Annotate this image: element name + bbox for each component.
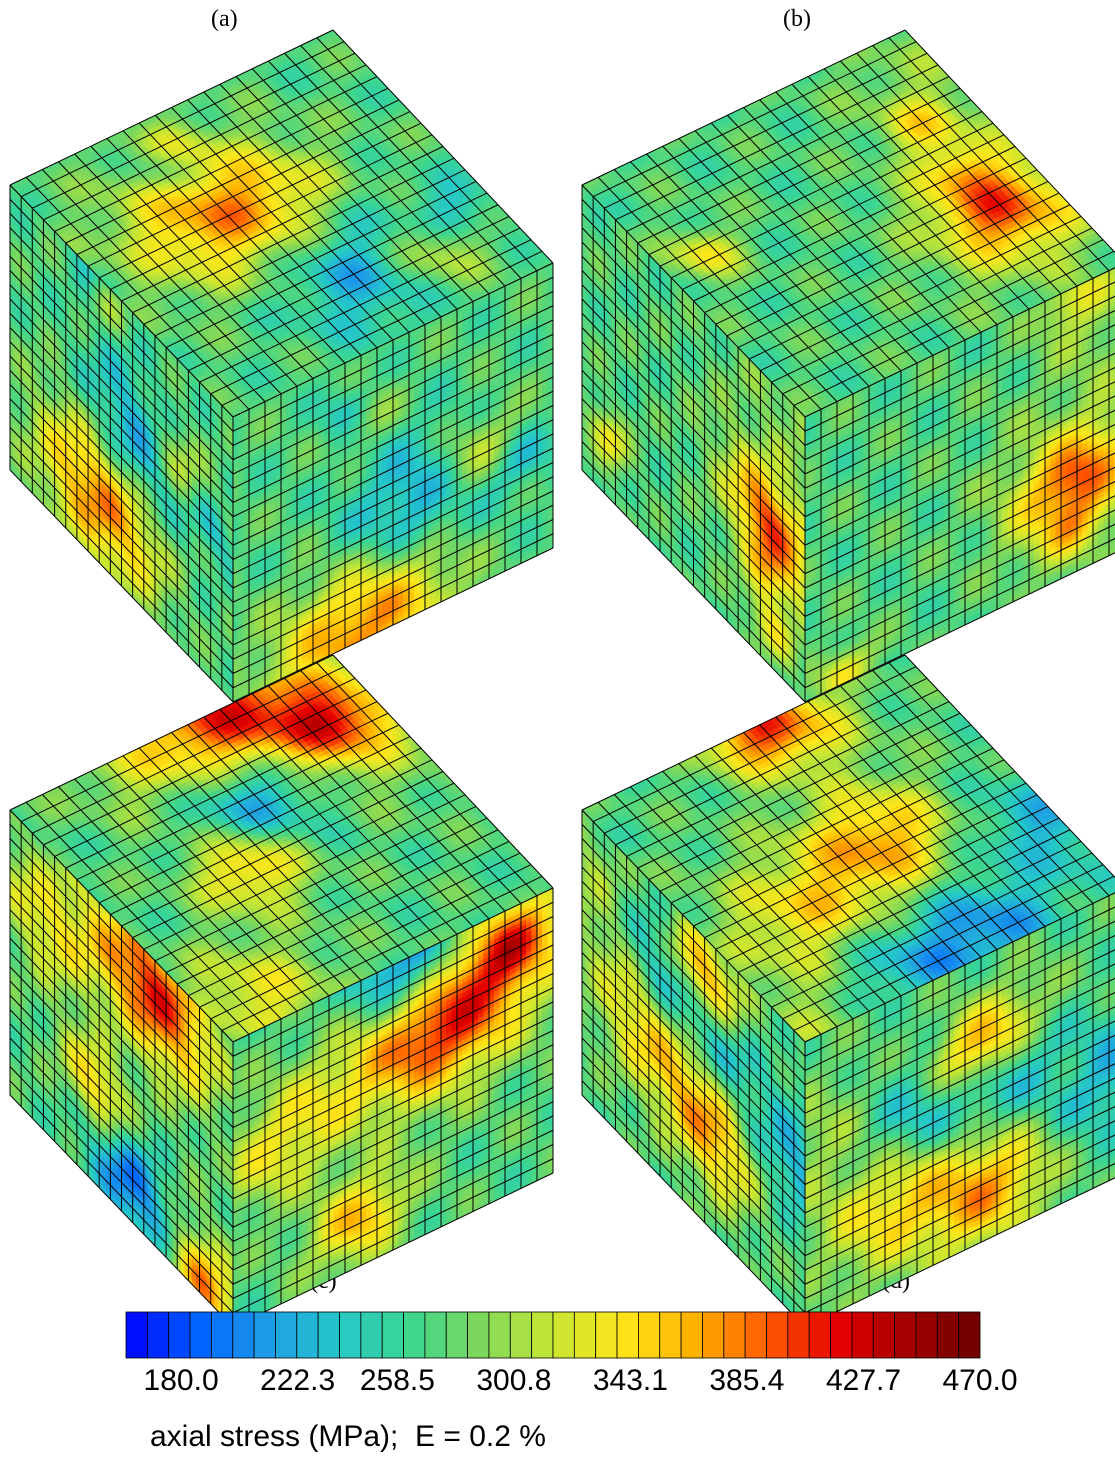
- panel-label-b: (b): [783, 6, 811, 33]
- panel-label-a: (a): [211, 6, 238, 33]
